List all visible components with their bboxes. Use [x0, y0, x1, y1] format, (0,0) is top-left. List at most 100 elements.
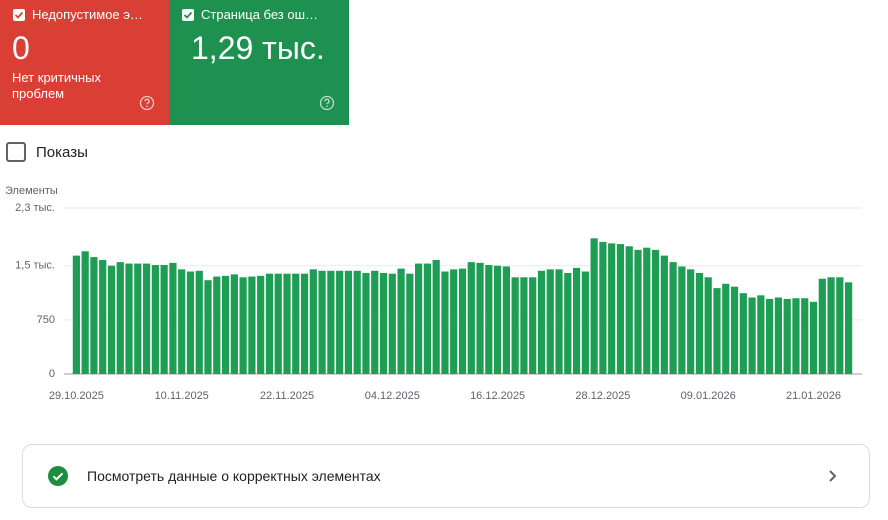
bar: [599, 241, 607, 374]
status-card[interactable]: Страница без ош… 1,29 тыс.: [169, 0, 349, 125]
bar: [300, 273, 309, 374]
bar: [327, 270, 335, 374]
bar: [494, 265, 502, 374]
help-icon[interactable]: [319, 95, 335, 111]
bar: [485, 265, 493, 374]
y-tick-label: 750: [37, 314, 55, 326]
bar: [248, 276, 256, 374]
status-card[interactable]: Недопустимое э… 0 Нет критичных проблем: [0, 0, 169, 125]
bar: [546, 269, 554, 374]
bar: [458, 268, 467, 374]
toggle-label: Показы: [36, 143, 88, 161]
bar: [608, 243, 616, 374]
bar: [125, 263, 133, 374]
check-icon: [48, 466, 68, 486]
bar: [151, 265, 159, 374]
bar: [625, 246, 633, 374]
bar: [467, 262, 475, 374]
bar: [590, 238, 598, 374]
bar: [555, 269, 563, 374]
bar: [783, 298, 791, 374]
bar: [195, 270, 203, 374]
bar: [169, 262, 177, 374]
bar: [221, 275, 230, 374]
bar: [116, 262, 124, 374]
bar: [283, 273, 291, 374]
bar: [415, 263, 423, 374]
checkbox[interactable]: [6, 142, 26, 162]
y-tick-label: 2,3 тыс.: [15, 202, 55, 214]
bar: [90, 257, 98, 374]
bar: [213, 276, 221, 374]
y-tick-label: 0: [49, 368, 55, 380]
x-tick-label: 04.12.2025: [365, 390, 420, 402]
toggle[interactable]: Показы: [6, 142, 88, 162]
bar: [362, 272, 370, 374]
bar: [730, 286, 739, 374]
checkbox[interactable]: [12, 8, 26, 22]
bar: [204, 280, 212, 374]
bar: [616, 244, 625, 374]
x-tick-label: 29.10.2025: [49, 390, 104, 402]
bar: [774, 297, 783, 374]
help-icon[interactable]: [139, 95, 155, 111]
bar: [230, 274, 238, 374]
bar: [81, 251, 89, 374]
bar: [722, 283, 730, 374]
bar: [704, 277, 712, 374]
card-value: 0: [12, 30, 30, 66]
y-axis-label: Элементы: [5, 185, 58, 197]
chart: Элементы 0 750 1,5 тыс. 2,3 тыс. 29.10.2025 1…: [5, 185, 862, 402]
bar: [564, 272, 572, 374]
bar: [406, 273, 414, 374]
link-label: Посмотреть данные о корректных элементах: [87, 468, 381, 484]
card-note: Нет критичных проблем: [12, 70, 101, 101]
bar: [265, 273, 274, 374]
bar: [274, 273, 282, 374]
link-card[interactable]: Посмотреть данные о корректных элементах: [22, 444, 870, 508]
card-label: Недопустимое э…: [32, 7, 143, 22]
bar: [450, 269, 458, 374]
bar: [292, 273, 300, 374]
bar: [239, 277, 247, 374]
bar: [792, 298, 800, 374]
card-value: 1,29 тыс.: [191, 30, 325, 66]
bar: [99, 259, 107, 374]
chevron: [829, 470, 837, 482]
bar: [651, 249, 660, 374]
bar: [318, 270, 326, 374]
checkbox[interactable]: [181, 8, 195, 22]
bar: [423, 263, 431, 374]
bar: [537, 270, 546, 374]
bar: [142, 263, 151, 374]
bar: [801, 298, 809, 374]
bar: [687, 269, 695, 374]
bar: [818, 278, 826, 374]
bar: [72, 255, 80, 374]
bar: [669, 262, 677, 374]
bar: [757, 295, 765, 374]
bar: [353, 270, 361, 374]
bar: [178, 269, 186, 374]
bar: [476, 262, 484, 374]
x-tick-label: 22.11.2025: [260, 390, 314, 402]
bar: [336, 270, 344, 374]
bar: [766, 298, 774, 374]
bar: [634, 249, 642, 374]
bar: [432, 259, 440, 374]
bar: [371, 270, 379, 374]
bar: [695, 272, 704, 374]
x-tick-label: 09.01.2026: [681, 390, 736, 402]
x-tick-label: 10.11.2025: [155, 390, 209, 402]
y-tick-label: 1,5 тыс.: [15, 260, 55, 272]
bar: [309, 269, 317, 374]
bar: [643, 247, 651, 374]
bar: [160, 265, 168, 374]
bar: [520, 277, 528, 374]
bar: [572, 267, 581, 374]
bar: [107, 265, 116, 374]
bar: [660, 255, 668, 374]
bar: [581, 271, 589, 374]
bar: [748, 297, 756, 374]
bar: [441, 271, 449, 374]
